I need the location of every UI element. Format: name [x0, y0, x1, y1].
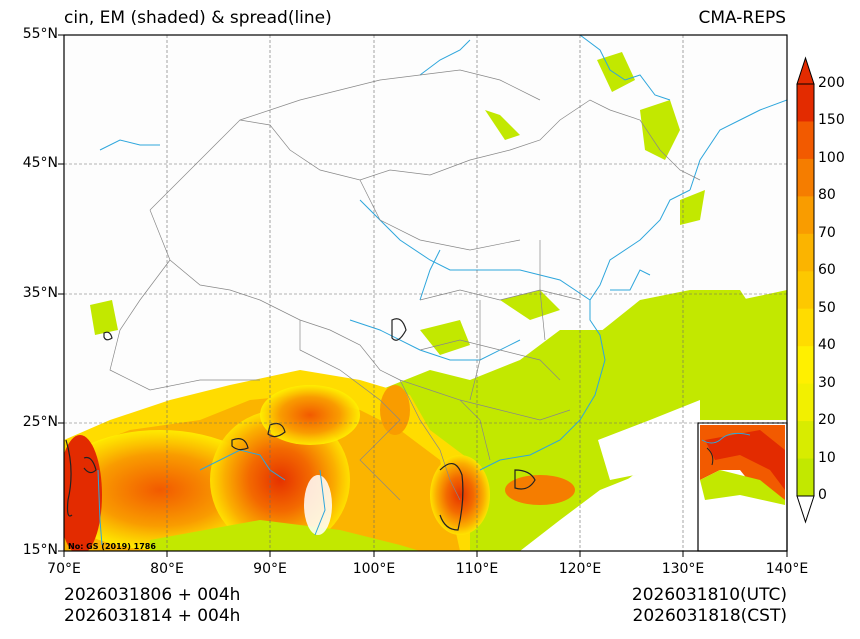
colorbar-level-label: 150 [818, 112, 845, 129]
colorbar-level-label: 70 [818, 224, 836, 241]
scs-inset [697, 422, 788, 552]
field-hot-arabian [64, 435, 102, 551]
field-hot-yunnan [380, 385, 410, 435]
colorbar-extend-max [796, 56, 815, 85]
model-name: CMA-REPS [698, 8, 786, 28]
valid-time-utc: 2026031810(UTC) [631, 585, 787, 605]
colorbar-segment [797, 308, 814, 347]
colorbar-level-label: 60 [818, 262, 836, 279]
colorbar-level-label: 0 [818, 487, 827, 503]
colorbar-segment [797, 121, 814, 160]
field-green-nc [485, 110, 520, 140]
lon-label-70: 70°E [47, 561, 81, 577]
colorbar-segment [797, 383, 814, 422]
colorbar-segment [797, 458, 814, 497]
colorbar-segment [797, 84, 814, 122]
field-land-gap [304, 475, 332, 535]
colorbar-level-label: 50 [818, 299, 836, 316]
colorbar-level-label: 10 [818, 449, 836, 466]
lat-label-55: 55°N [22, 26, 58, 42]
field-empty-ocean2 [598, 400, 700, 480]
lon-label-120: 120°E [558, 561, 602, 577]
lon-label-100: 100°E [352, 561, 396, 577]
colorbar-level-label: 40 [818, 337, 836, 354]
field-green-ne1 [640, 100, 680, 160]
lon-label-90: 90°E [253, 561, 287, 577]
lon-label-80: 80°E [150, 561, 184, 577]
lon-label-130: 130°E [661, 561, 705, 577]
field-green-central2 [500, 290, 560, 320]
map-frame [63, 34, 788, 552]
colorbar-level-label: 200 [818, 75, 845, 91]
init-time-utc: 2026031806 + 004h [64, 585, 241, 605]
init-time-cst: 2026031814 + 004h [64, 606, 241, 626]
colorbar-segment [797, 346, 814, 385]
field-green-sea [150, 520, 420, 551]
country-borders [109, 69, 701, 501]
field-green-ne2 [680, 190, 705, 225]
field-hot-scs [505, 475, 575, 505]
field-hot-vietnam [430, 455, 490, 535]
lat-label-25: 25°N [22, 414, 58, 430]
colorbar-extend-min [796, 495, 815, 524]
colorbar-level-label: 100 [818, 149, 845, 166]
colorbar [796, 56, 815, 524]
axis-ticks [58, 34, 788, 557]
lat-label-45: 45°N [22, 155, 58, 171]
valid-time-cst: 2026031818(CST) [632, 606, 787, 626]
graticule [64, 35, 787, 551]
lon-label-110: 110°E [455, 561, 499, 577]
colorbar-level-label: 30 [818, 374, 836, 391]
colorbar-segment [797, 421, 814, 460]
spread-contours [65, 318, 536, 531]
colorbar-segment [797, 233, 814, 272]
plot-title: cin, EM (shaded) & spread(line) [64, 8, 332, 28]
coastlines [97, 35, 787, 546]
lat-label-15: 15°N [22, 542, 58, 558]
colorbar-segment [797, 271, 814, 310]
field-green-east [590, 290, 760, 390]
lon-label-140: 140°E [765, 561, 809, 577]
field-green-center [420, 320, 470, 355]
lat-label-35: 35°N [22, 285, 58, 301]
field-green-west [90, 300, 118, 335]
colorbar-level-label: 80 [818, 187, 836, 204]
map-approval-note: No: GS (2019) 1786 [68, 542, 156, 551]
colorbar-segment [797, 196, 814, 235]
colorbar-level-label: 20 [818, 412, 836, 429]
colorbar-segment [797, 158, 814, 197]
